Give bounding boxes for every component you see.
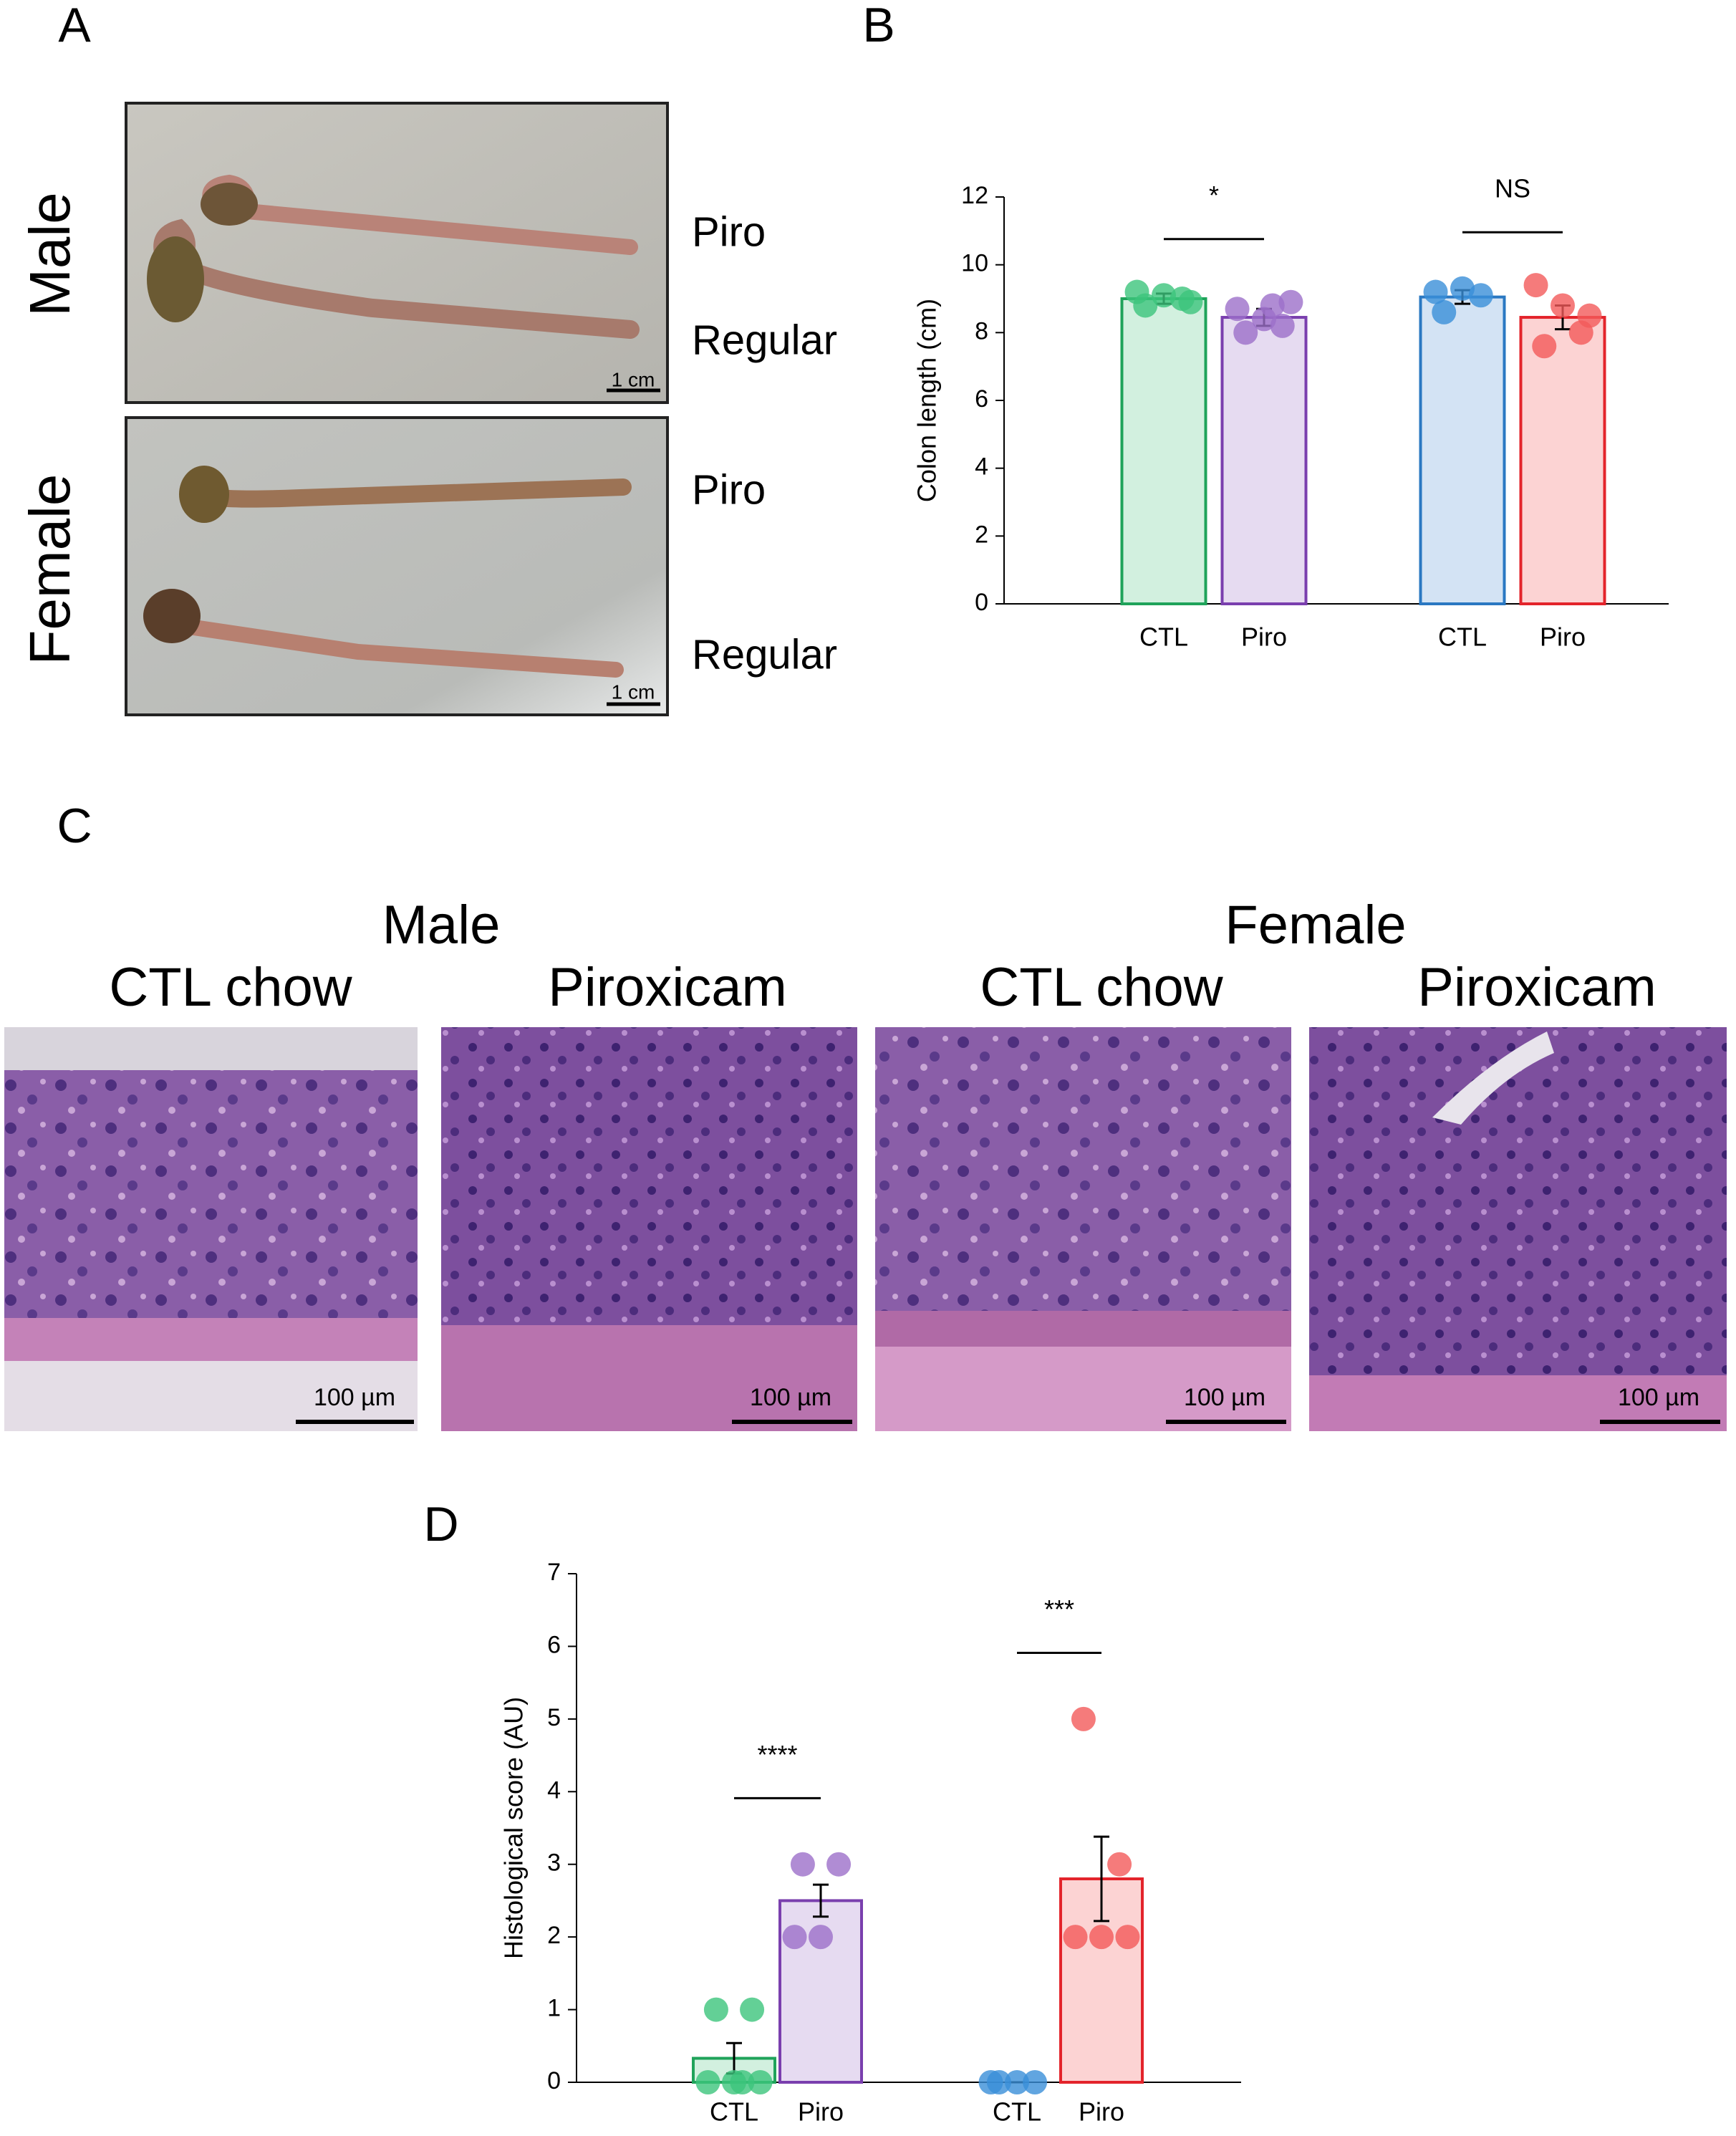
y-axis-label: Colon length (cm) [912, 299, 942, 502]
row-label: Female [18, 474, 82, 665]
data-point [1551, 293, 1575, 318]
y-tick-label: 3 [547, 1849, 561, 1877]
y-tick-label: 2 [547, 1922, 561, 1949]
panel-label: B [862, 0, 894, 52]
y-tick-label: 0 [975, 589, 988, 616]
x-tick-label: CTL [1438, 622, 1487, 652]
y-tick-label: 12 [961, 182, 988, 209]
x-tick-label: Piro [1540, 622, 1586, 652]
bar [1220, 316, 1308, 605]
data-point [1450, 276, 1475, 301]
data-point [1124, 279, 1149, 304]
data-point [1233, 320, 1258, 345]
data-point [1278, 289, 1303, 314]
data-point [1071, 1706, 1096, 1731]
y-axis-label: Histological score (AU) [499, 1697, 529, 1959]
data-point [1005, 2070, 1029, 2094]
data-point [1260, 293, 1285, 318]
y-tick-label: 7 [547, 1559, 561, 1586]
data-point [809, 1925, 833, 1950]
x-tick-label: CTL [993, 2097, 1041, 2127]
y-tick-label: 4 [975, 453, 988, 481]
y-tick-label: 10 [961, 250, 988, 277]
significance-label: * [1209, 181, 1219, 210]
y-tick-label: 2 [975, 521, 988, 548]
x-tick-label: Piro [798, 2097, 844, 2127]
sample-label: Regular [692, 631, 837, 678]
panel-label: C [57, 799, 92, 853]
scale-bar-label: 100 µm [1618, 1384, 1699, 1411]
data-point [1089, 1925, 1114, 1950]
data-point [826, 1852, 852, 1877]
column-title: Piroxicam [548, 957, 787, 1018]
scale-bar-label: 100 µm [1184, 1384, 1265, 1411]
x-tick-label: Piro [1079, 2097, 1124, 2127]
y-tick-label: 8 [975, 317, 988, 345]
data-point [1225, 297, 1250, 322]
sample-label: Regular [692, 317, 837, 363]
row-label: Male [18, 192, 82, 316]
y-tick-label: 4 [547, 1776, 561, 1804]
scale-bar-label: 1 cm [612, 680, 655, 703]
data-point [1432, 299, 1457, 324]
data-point [978, 2070, 1003, 2094]
data-point [782, 1925, 807, 1950]
data-point [1532, 334, 1557, 359]
group-title: Male [382, 895, 501, 956]
y-tick-label: 1 [547, 1995, 561, 2022]
bar [1519, 316, 1606, 605]
data-point [1107, 1852, 1132, 1877]
data-point [1468, 283, 1493, 308]
y-tick-label: 0 [547, 2067, 561, 2094]
data-point [1270, 313, 1295, 338]
bar [1120, 297, 1207, 605]
panel-label: D [423, 1497, 458, 1552]
significance-label: NS [1495, 174, 1530, 203]
significance-label: **** [757, 1740, 797, 1769]
y-tick-label: 6 [547, 1631, 561, 1658]
significance-label: *** [1044, 1594, 1074, 1624]
bar [1419, 295, 1506, 605]
y-tick-label: 5 [547, 1704, 561, 1731]
column-title: Piroxicam [1417, 957, 1657, 1018]
scale-bar-label: 100 µm [750, 1384, 831, 1411]
x-tick-label: CTL [1139, 622, 1188, 652]
photo-female [125, 416, 669, 716]
data-point [1152, 283, 1176, 308]
data-point [790, 1852, 815, 1877]
data-point [1423, 279, 1448, 304]
scale-bar-label: 100 µm [314, 1384, 395, 1411]
panel-label: A [58, 0, 91, 52]
sample-label: Piro [692, 466, 766, 513]
column-title: CTL chow [980, 957, 1223, 1018]
data-point [730, 2070, 755, 2094]
data-point [695, 2070, 720, 2094]
sample-label: Piro [692, 208, 766, 255]
column-title: CTL chow [109, 957, 352, 1018]
group-title: Female [1225, 895, 1406, 956]
data-point [1115, 1925, 1140, 1950]
data-point [1577, 303, 1602, 328]
data-point [1063, 1925, 1088, 1950]
y-tick-label: 6 [975, 385, 988, 413]
data-point [703, 1997, 728, 2022]
data-point [1178, 289, 1203, 314]
data-point [1023, 2070, 1048, 2094]
histology-images [4, 1027, 1727, 1431]
data-point [1523, 273, 1548, 298]
data-point [740, 1997, 765, 2022]
data-point [748, 2070, 773, 2094]
x-tick-label: CTL [710, 2097, 758, 2127]
x-tick-label: Piro [1241, 622, 1287, 652]
scale-bar-label: 1 cm [612, 368, 655, 390]
photo-male [125, 102, 669, 404]
